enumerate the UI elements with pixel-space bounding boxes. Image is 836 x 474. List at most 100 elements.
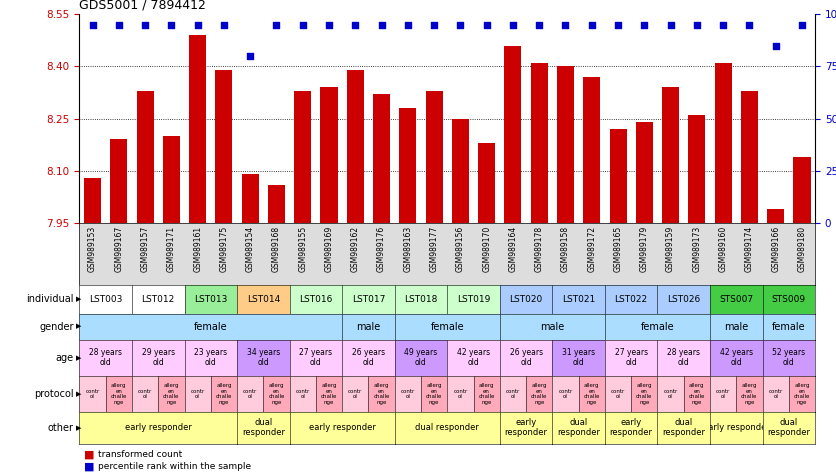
- Text: 49 years
old: 49 years old: [405, 348, 437, 367]
- Text: 34 years
old: 34 years old: [247, 348, 280, 367]
- Text: allerg
en
challe
nge: allerg en challe nge: [478, 383, 495, 405]
- Text: early
responder: early responder: [609, 419, 653, 438]
- Text: ▶: ▶: [76, 425, 81, 431]
- Text: GSM989173: GSM989173: [692, 226, 701, 273]
- Text: other: other: [48, 423, 74, 433]
- Text: GSM989167: GSM989167: [115, 226, 124, 273]
- Text: GSM989156: GSM989156: [456, 226, 465, 273]
- Bar: [294, 91, 311, 223]
- Text: ■: ■: [84, 462, 94, 472]
- Bar: [163, 136, 180, 223]
- Bar: [557, 66, 574, 223]
- Bar: [504, 46, 522, 223]
- Text: GSM989160: GSM989160: [719, 226, 727, 273]
- Point: [243, 52, 257, 60]
- Text: female: female: [194, 321, 227, 331]
- Text: contr
ol: contr ol: [138, 389, 152, 399]
- Text: GDS5001 / 7894412: GDS5001 / 7894412: [79, 0, 206, 12]
- Text: protocol: protocol: [34, 389, 74, 399]
- Text: GSM989165: GSM989165: [614, 226, 623, 273]
- Text: GSM989170: GSM989170: [482, 226, 492, 273]
- Text: allerg
en
challe
nge: allerg en challe nge: [793, 383, 810, 405]
- Text: GSM989163: GSM989163: [403, 226, 412, 273]
- Text: early responder: early responder: [308, 423, 375, 432]
- Point: [611, 21, 624, 28]
- Point: [191, 21, 204, 28]
- Text: GSM989177: GSM989177: [430, 226, 439, 273]
- Bar: [478, 143, 495, 223]
- Text: 31 years
old: 31 years old: [562, 348, 595, 367]
- Text: female: female: [431, 321, 464, 331]
- Text: 26 years
old: 26 years old: [352, 348, 385, 367]
- Point: [585, 21, 599, 28]
- Bar: [110, 139, 127, 223]
- Text: contr
ol: contr ol: [453, 389, 467, 399]
- Bar: [793, 157, 810, 223]
- Bar: [609, 129, 627, 223]
- Bar: [373, 94, 390, 223]
- Bar: [767, 209, 784, 223]
- Text: contr
ol: contr ol: [664, 389, 678, 399]
- Text: GSM989180: GSM989180: [798, 226, 807, 272]
- Text: contr
ol: contr ol: [348, 389, 363, 399]
- Text: 42 years
old: 42 years old: [720, 348, 753, 367]
- Text: GSM989161: GSM989161: [193, 226, 202, 272]
- Text: contr
ol: contr ol: [243, 389, 257, 399]
- Text: LST022: LST022: [614, 295, 648, 304]
- Text: GSM989166: GSM989166: [771, 226, 780, 273]
- Text: ■: ■: [84, 450, 94, 460]
- Text: LST021: LST021: [562, 295, 595, 304]
- Text: contr
ol: contr ol: [191, 389, 205, 399]
- Bar: [189, 35, 206, 223]
- Bar: [400, 108, 416, 223]
- Text: transformed count: transformed count: [98, 450, 182, 459]
- Text: contr
ol: contr ol: [716, 389, 731, 399]
- Text: dual
responder: dual responder: [767, 419, 810, 438]
- Text: LST017: LST017: [352, 295, 385, 304]
- Text: ▶: ▶: [76, 355, 81, 361]
- Text: contr
ol: contr ol: [558, 389, 573, 399]
- Point: [296, 21, 309, 28]
- Bar: [136, 91, 154, 223]
- Text: GSM989157: GSM989157: [140, 226, 150, 273]
- Text: 23 years
old: 23 years old: [194, 348, 227, 367]
- Text: allerg
en
challe
nge: allerg en challe nge: [268, 383, 285, 405]
- Text: allerg
en
challe
nge: allerg en challe nge: [531, 383, 548, 405]
- Text: male: male: [724, 321, 748, 331]
- Text: dual
responder: dual responder: [242, 419, 285, 438]
- Text: allerg
en
challe
nge: allerg en challe nge: [110, 383, 127, 405]
- Text: contr
ol: contr ol: [296, 389, 310, 399]
- Text: dual
responder: dual responder: [557, 419, 600, 438]
- Bar: [584, 77, 600, 223]
- Text: dual responder: dual responder: [415, 423, 479, 432]
- Text: male: male: [540, 321, 564, 331]
- Text: GSM989172: GSM989172: [587, 226, 596, 272]
- Text: 28 years
old: 28 years old: [667, 348, 701, 367]
- Text: allerg
en
challe
nge: allerg en challe nge: [584, 383, 600, 405]
- Text: STS007: STS007: [719, 295, 753, 304]
- Text: 29 years
old: 29 years old: [141, 348, 175, 367]
- Text: allerg
en
challe
nge: allerg en challe nge: [163, 383, 180, 405]
- Text: 28 years
old: 28 years old: [89, 348, 122, 367]
- Bar: [662, 87, 679, 223]
- Text: LST012: LST012: [141, 295, 175, 304]
- Text: LST003: LST003: [89, 295, 122, 304]
- Bar: [216, 70, 232, 223]
- Text: allerg
en
challe
nge: allerg en challe nge: [742, 383, 757, 405]
- Text: contr
ol: contr ol: [768, 389, 782, 399]
- Text: LST019: LST019: [456, 295, 490, 304]
- Text: LST016: LST016: [299, 295, 333, 304]
- Point: [558, 21, 572, 28]
- Text: GSM989175: GSM989175: [219, 226, 228, 273]
- Text: STS009: STS009: [772, 295, 806, 304]
- Point: [375, 21, 388, 28]
- Text: LST018: LST018: [405, 295, 438, 304]
- Point: [401, 21, 415, 28]
- Text: GSM989158: GSM989158: [561, 226, 570, 272]
- Text: 27 years
old: 27 years old: [299, 348, 333, 367]
- Text: individual: individual: [26, 294, 74, 304]
- Point: [691, 21, 704, 28]
- Text: early responder: early responder: [125, 423, 191, 432]
- Text: GSM989178: GSM989178: [535, 226, 543, 272]
- Text: GSM989162: GSM989162: [351, 226, 359, 272]
